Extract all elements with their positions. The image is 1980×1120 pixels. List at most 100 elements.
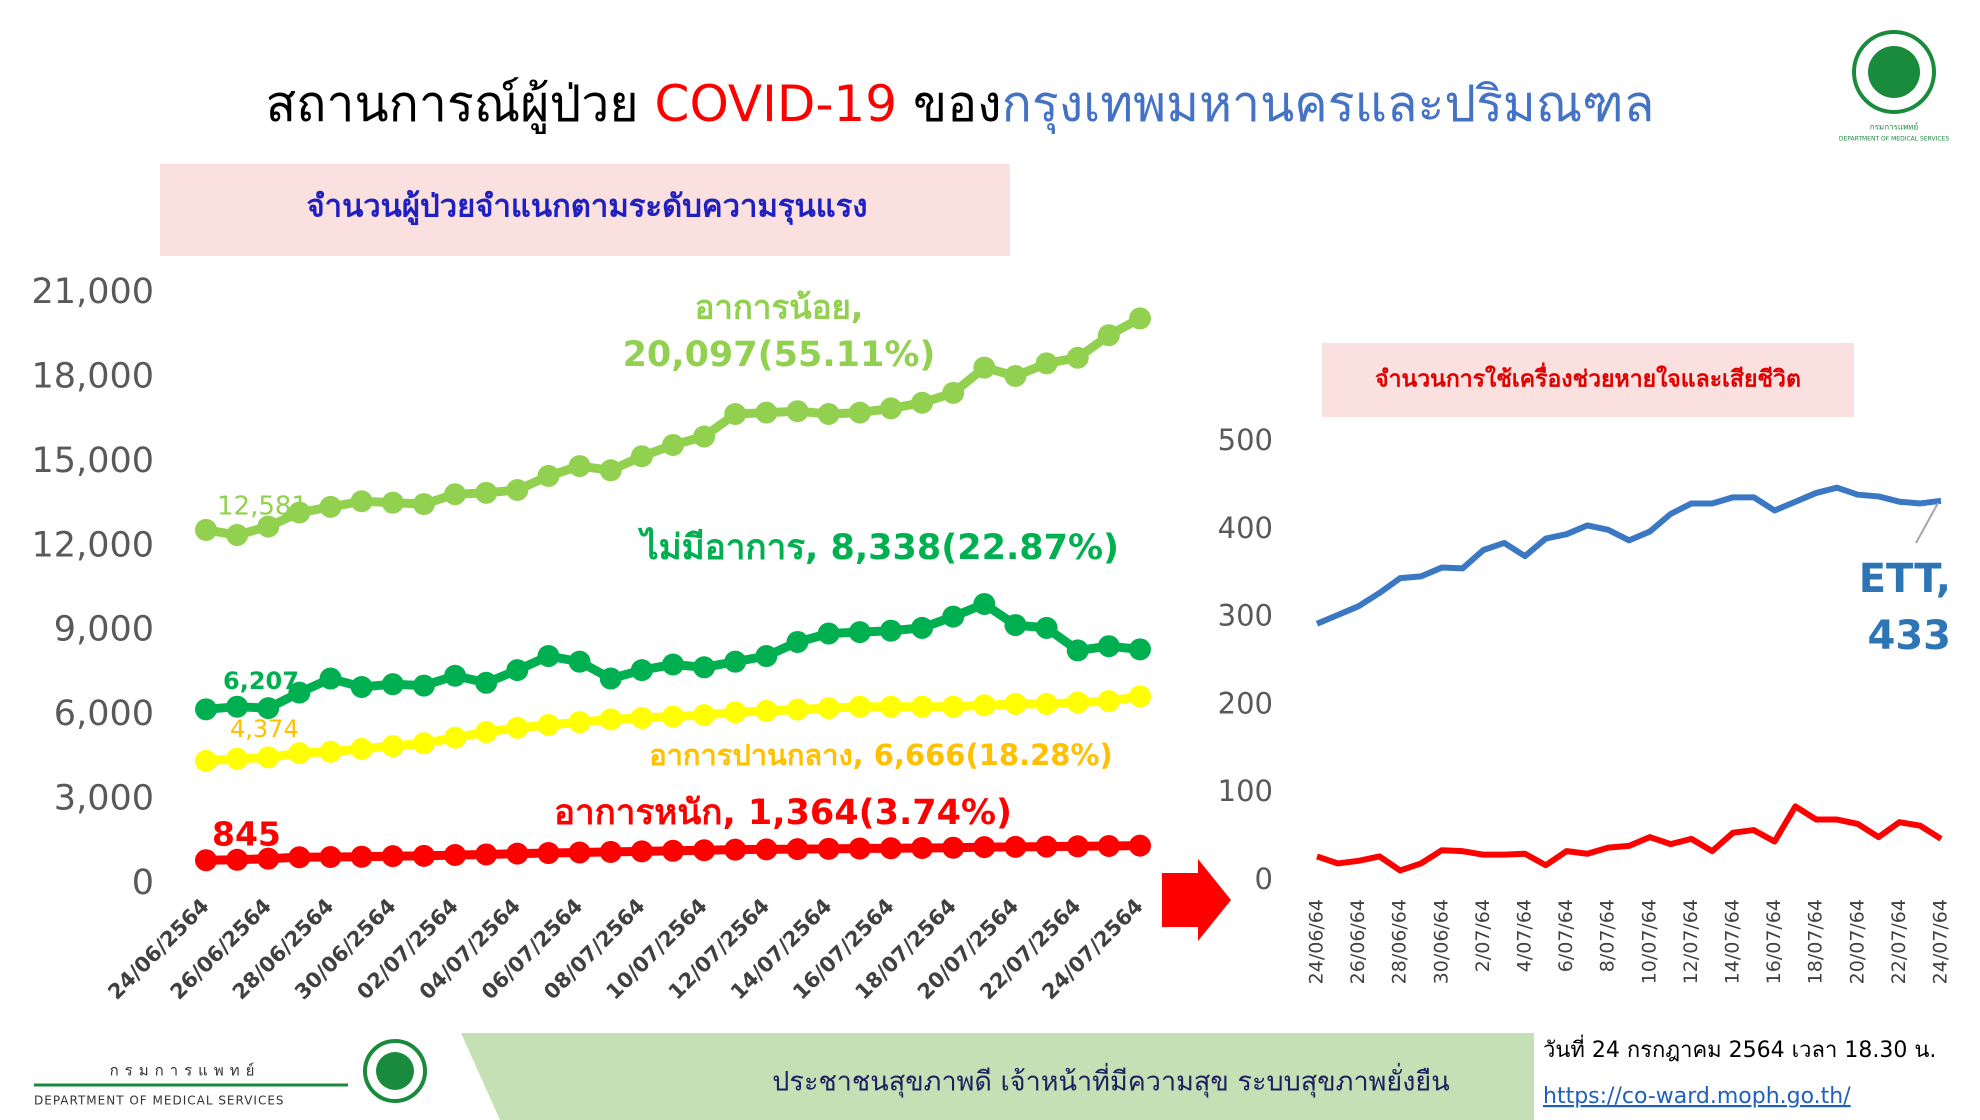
- data-point: [537, 713, 560, 736]
- data-point: [662, 433, 684, 456]
- data-point: [848, 837, 871, 860]
- data-point: [1004, 692, 1027, 715]
- data-point: [1066, 639, 1089, 662]
- data-point: [1097, 690, 1120, 713]
- data-point: [911, 695, 934, 718]
- data-point: [568, 455, 591, 478]
- data-point: [755, 645, 778, 668]
- data-point: [693, 839, 716, 862]
- arrow: [1162, 859, 1231, 941]
- logo-text: กรมการแพทย์: [1870, 122, 1918, 132]
- data-label: 845: [212, 815, 281, 854]
- data-point: [662, 653, 684, 676]
- data-point: [288, 681, 311, 704]
- data-point: [911, 616, 934, 639]
- x-tick-label: 24/07/64: [1930, 899, 1952, 984]
- data-point: [506, 842, 529, 865]
- data-point: [475, 481, 498, 504]
- data-point: [195, 749, 217, 772]
- data-point: [973, 694, 996, 717]
- series-annotation: 20,097(55.11%): [623, 335, 936, 375]
- data-point: [1066, 346, 1089, 369]
- data-label: 4,374: [230, 715, 299, 743]
- subtitle-box: [1322, 343, 1854, 417]
- data-point: [599, 840, 622, 863]
- data-point: [412, 732, 435, 755]
- footer-url[interactable]: https://co-ward.moph.go.th/: [1543, 1084, 1851, 1109]
- data-point: [319, 495, 342, 518]
- org-name: กรมการแพทย์: [110, 1062, 261, 1080]
- y-tick-label: 12,000: [32, 525, 154, 565]
- x-tick-label: 20/07/64: [1846, 899, 1868, 984]
- data-point: [319, 740, 342, 763]
- top-logo: กรมการแพทย์ DEPARTMENT OF MEDICAL SERVIC…: [1839, 30, 1949, 143]
- data-point: [568, 650, 591, 673]
- y-tick-label: 15,000: [32, 441, 154, 481]
- x-tick-label: 16/07/64: [1763, 899, 1785, 984]
- data-point: [1097, 324, 1120, 347]
- data-point: [693, 704, 716, 727]
- data-point: [412, 674, 435, 697]
- data-point: [381, 673, 404, 696]
- y-tick-label: 9,000: [54, 610, 154, 650]
- data-point: [350, 676, 373, 698]
- data-point: [1035, 616, 1058, 639]
- x-tick-label: 4/07/64: [1514, 899, 1536, 972]
- data-point: [288, 501, 311, 524]
- data-point: [1035, 835, 1058, 858]
- data-point: [1129, 307, 1151, 330]
- data-point: [662, 705, 684, 728]
- data-point: [537, 842, 560, 865]
- data-label: 6,207: [223, 667, 299, 695]
- logo-core: [1868, 46, 1920, 98]
- data-point: [942, 836, 965, 859]
- data-point: [786, 698, 809, 721]
- x-tick-label: 22/07/64: [1888, 899, 1910, 984]
- data-point: [506, 659, 529, 682]
- y-tick-label: 0: [1255, 862, 1273, 896]
- data-point: [1129, 685, 1151, 708]
- data-point: [599, 667, 622, 690]
- data-point: [755, 699, 778, 722]
- data-point: [226, 524, 249, 547]
- data-point: [1129, 834, 1151, 857]
- data-point: [257, 515, 280, 538]
- data-point: [350, 490, 373, 513]
- data-point: [444, 664, 467, 687]
- data-point: [973, 356, 996, 379]
- logo-core: [376, 1052, 414, 1090]
- x-tick-label: 6/07/64: [1555, 899, 1577, 972]
- x-tick-label: 12/07/64: [1680, 899, 1702, 984]
- y-tick-label: 18,000: [32, 356, 154, 396]
- data-point: [911, 391, 934, 414]
- series: [1315, 484, 1942, 627]
- series: [195, 834, 1151, 872]
- data-point: [786, 630, 809, 653]
- data-point: [226, 747, 249, 770]
- y-tick-label: 100: [1218, 774, 1273, 808]
- data-point: [630, 445, 653, 468]
- data-point: [537, 464, 560, 487]
- data-point: [942, 381, 965, 404]
- data-point: [817, 697, 840, 720]
- data-point: [755, 838, 778, 861]
- footer: ประชาชนสุขภาพดี เจ้าหน้าที่มีความสุข ระบ…: [34, 1033, 1980, 1120]
- x-tick-label: 10/07/64: [1638, 899, 1660, 984]
- series-line: [1315, 484, 1942, 627]
- series: [195, 685, 1151, 772]
- data-point: [195, 698, 217, 721]
- data-point: [942, 695, 965, 718]
- logo-ring: [1852, 30, 1936, 114]
- data-point: [724, 838, 747, 861]
- x-tick-label: 28/06/64: [1389, 899, 1411, 984]
- data-point: [568, 711, 591, 734]
- logo-ring: [363, 1039, 427, 1103]
- logo-text: DEPARTMENT OF MEDICAL SERVICES: [1839, 136, 1949, 143]
- data-point: [350, 737, 373, 760]
- leader-line: [1915, 502, 1939, 544]
- org-name-en: DEPARTMENT OF MEDICAL SERVICES: [34, 1094, 285, 1108]
- series-annotation: อาการปานกลาง, 6,666(18.28%): [649, 738, 1113, 772]
- data-point: [319, 845, 342, 868]
- data-point: [475, 721, 498, 744]
